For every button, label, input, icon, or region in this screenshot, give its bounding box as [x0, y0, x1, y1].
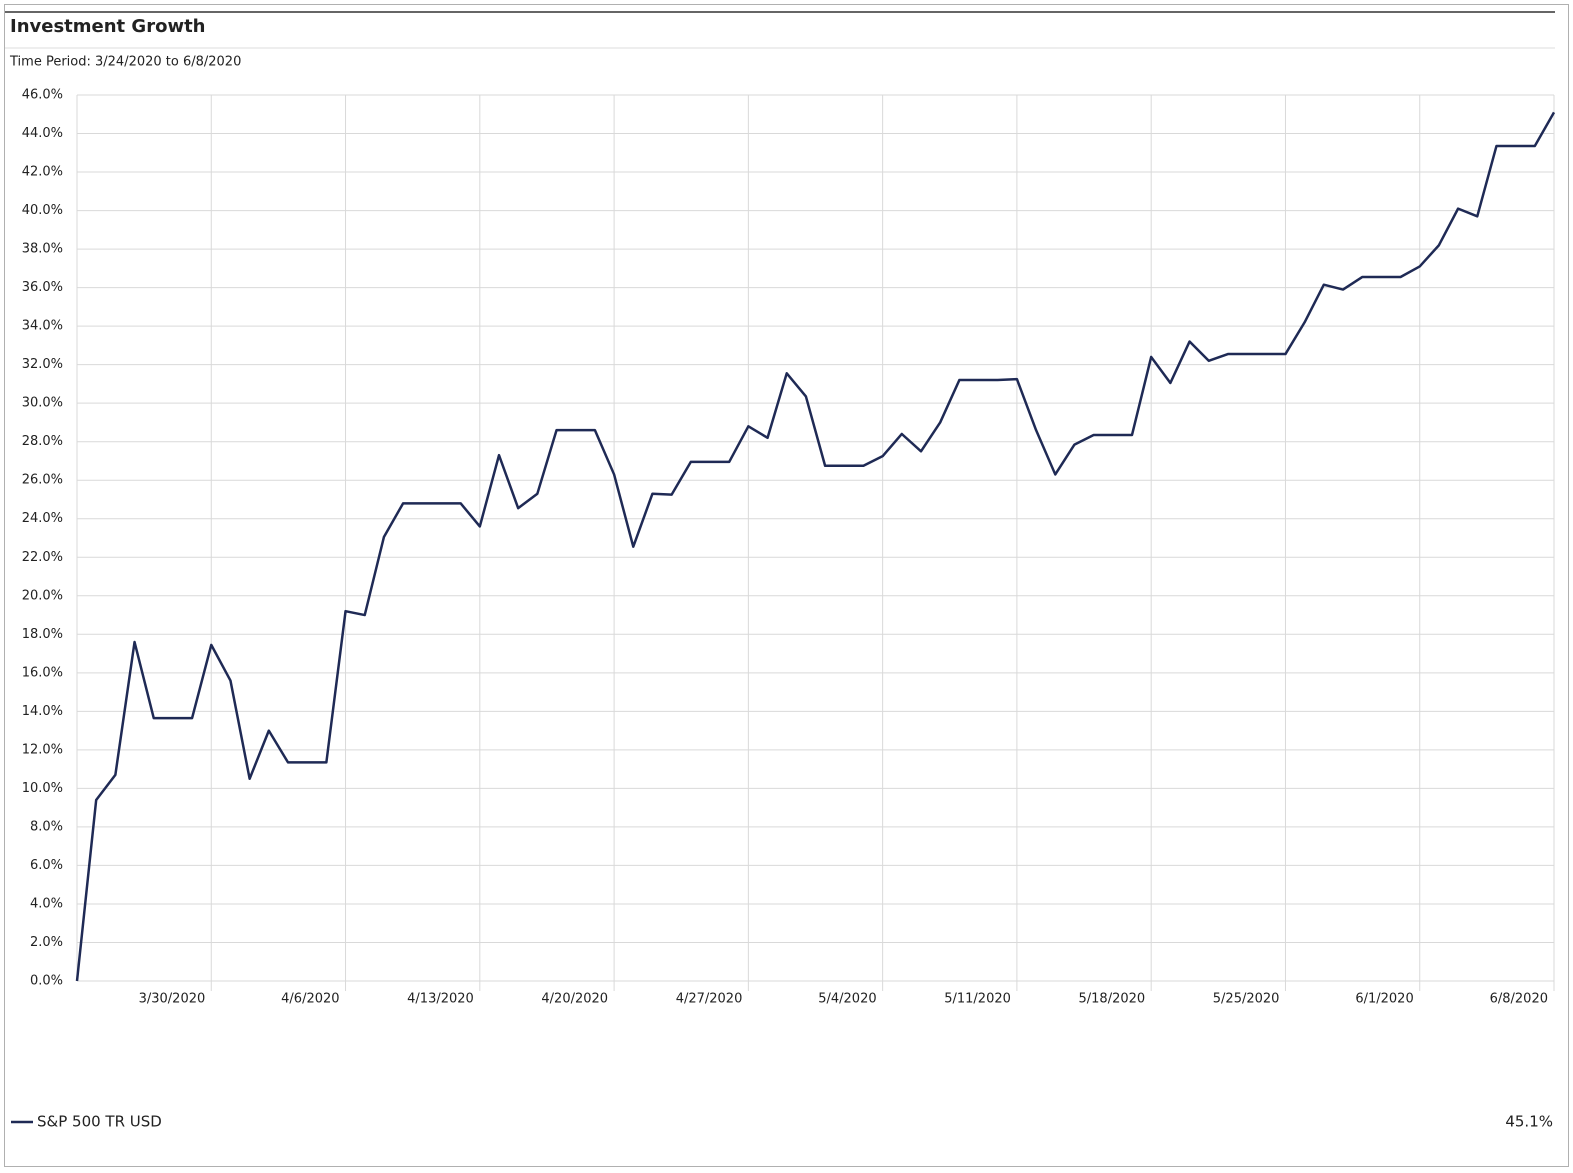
- x-tick-label: 5/18/2020: [1079, 992, 1146, 1007]
- y-tick-label: 38.0%: [22, 242, 63, 257]
- y-tick-label: 0.0%: [30, 974, 63, 989]
- y-tick-label: 28.0%: [22, 434, 63, 449]
- x-tick-label: 6/1/2020: [1355, 992, 1413, 1007]
- series-line: [75, 111, 1556, 982]
- x-tick-label: 4/13/2020: [407, 992, 474, 1007]
- y-tick-label: 26.0%: [22, 473, 63, 488]
- y-tick-label: 2.0%: [30, 935, 63, 950]
- y-tick-label: 6.0%: [30, 858, 63, 873]
- y-tick-label: 40.0%: [22, 203, 63, 218]
- y-tick-label: 14.0%: [22, 704, 63, 719]
- y-tick-label: 20.0%: [22, 588, 63, 603]
- y-tick-label: 42.0%: [22, 165, 63, 180]
- y-tick-label: 44.0%: [22, 126, 63, 141]
- x-tick-label: 5/11/2020: [944, 992, 1011, 1007]
- legend-label: S&P 500 TR USD: [37, 1113, 162, 1131]
- x-tick-label: 6/8/2020: [1490, 992, 1548, 1007]
- y-tick-label: 12.0%: [22, 742, 63, 757]
- y-tick-label: 32.0%: [22, 357, 63, 372]
- y-tick-label: 16.0%: [22, 665, 63, 680]
- y-tick-label: 30.0%: [22, 396, 63, 411]
- x-tick-label: 4/20/2020: [541, 992, 608, 1007]
- y-tick-label: 4.0%: [30, 896, 63, 911]
- chart-title: Investment Growth: [10, 16, 206, 37]
- y-tick-label: 36.0%: [22, 280, 63, 295]
- x-tick-label: 5/4/2020: [818, 992, 876, 1007]
- y-tick-label: 10.0%: [22, 781, 63, 796]
- frame: [4, 4, 1569, 1167]
- y-tick-label: 34.0%: [22, 319, 63, 334]
- y-tick-label: 24.0%: [22, 511, 63, 526]
- y-tick-label: 8.0%: [30, 819, 63, 834]
- x-tick-label: 4/27/2020: [676, 992, 743, 1007]
- x-tick-label: 3/30/2020: [139, 992, 206, 1007]
- y-tick-label: 22.0%: [22, 550, 63, 565]
- y-tick-label: 46.0%: [22, 88, 63, 103]
- y-tick-label: 18.0%: [22, 627, 63, 642]
- x-tick-label: 5/25/2020: [1213, 992, 1280, 1007]
- legend-value: 45.1%: [1505, 1113, 1553, 1131]
- x-tick-label: 4/6/2020: [281, 992, 339, 1007]
- chart-subtitle: Time Period: 3/24/2020 to 6/8/2020: [9, 55, 241, 70]
